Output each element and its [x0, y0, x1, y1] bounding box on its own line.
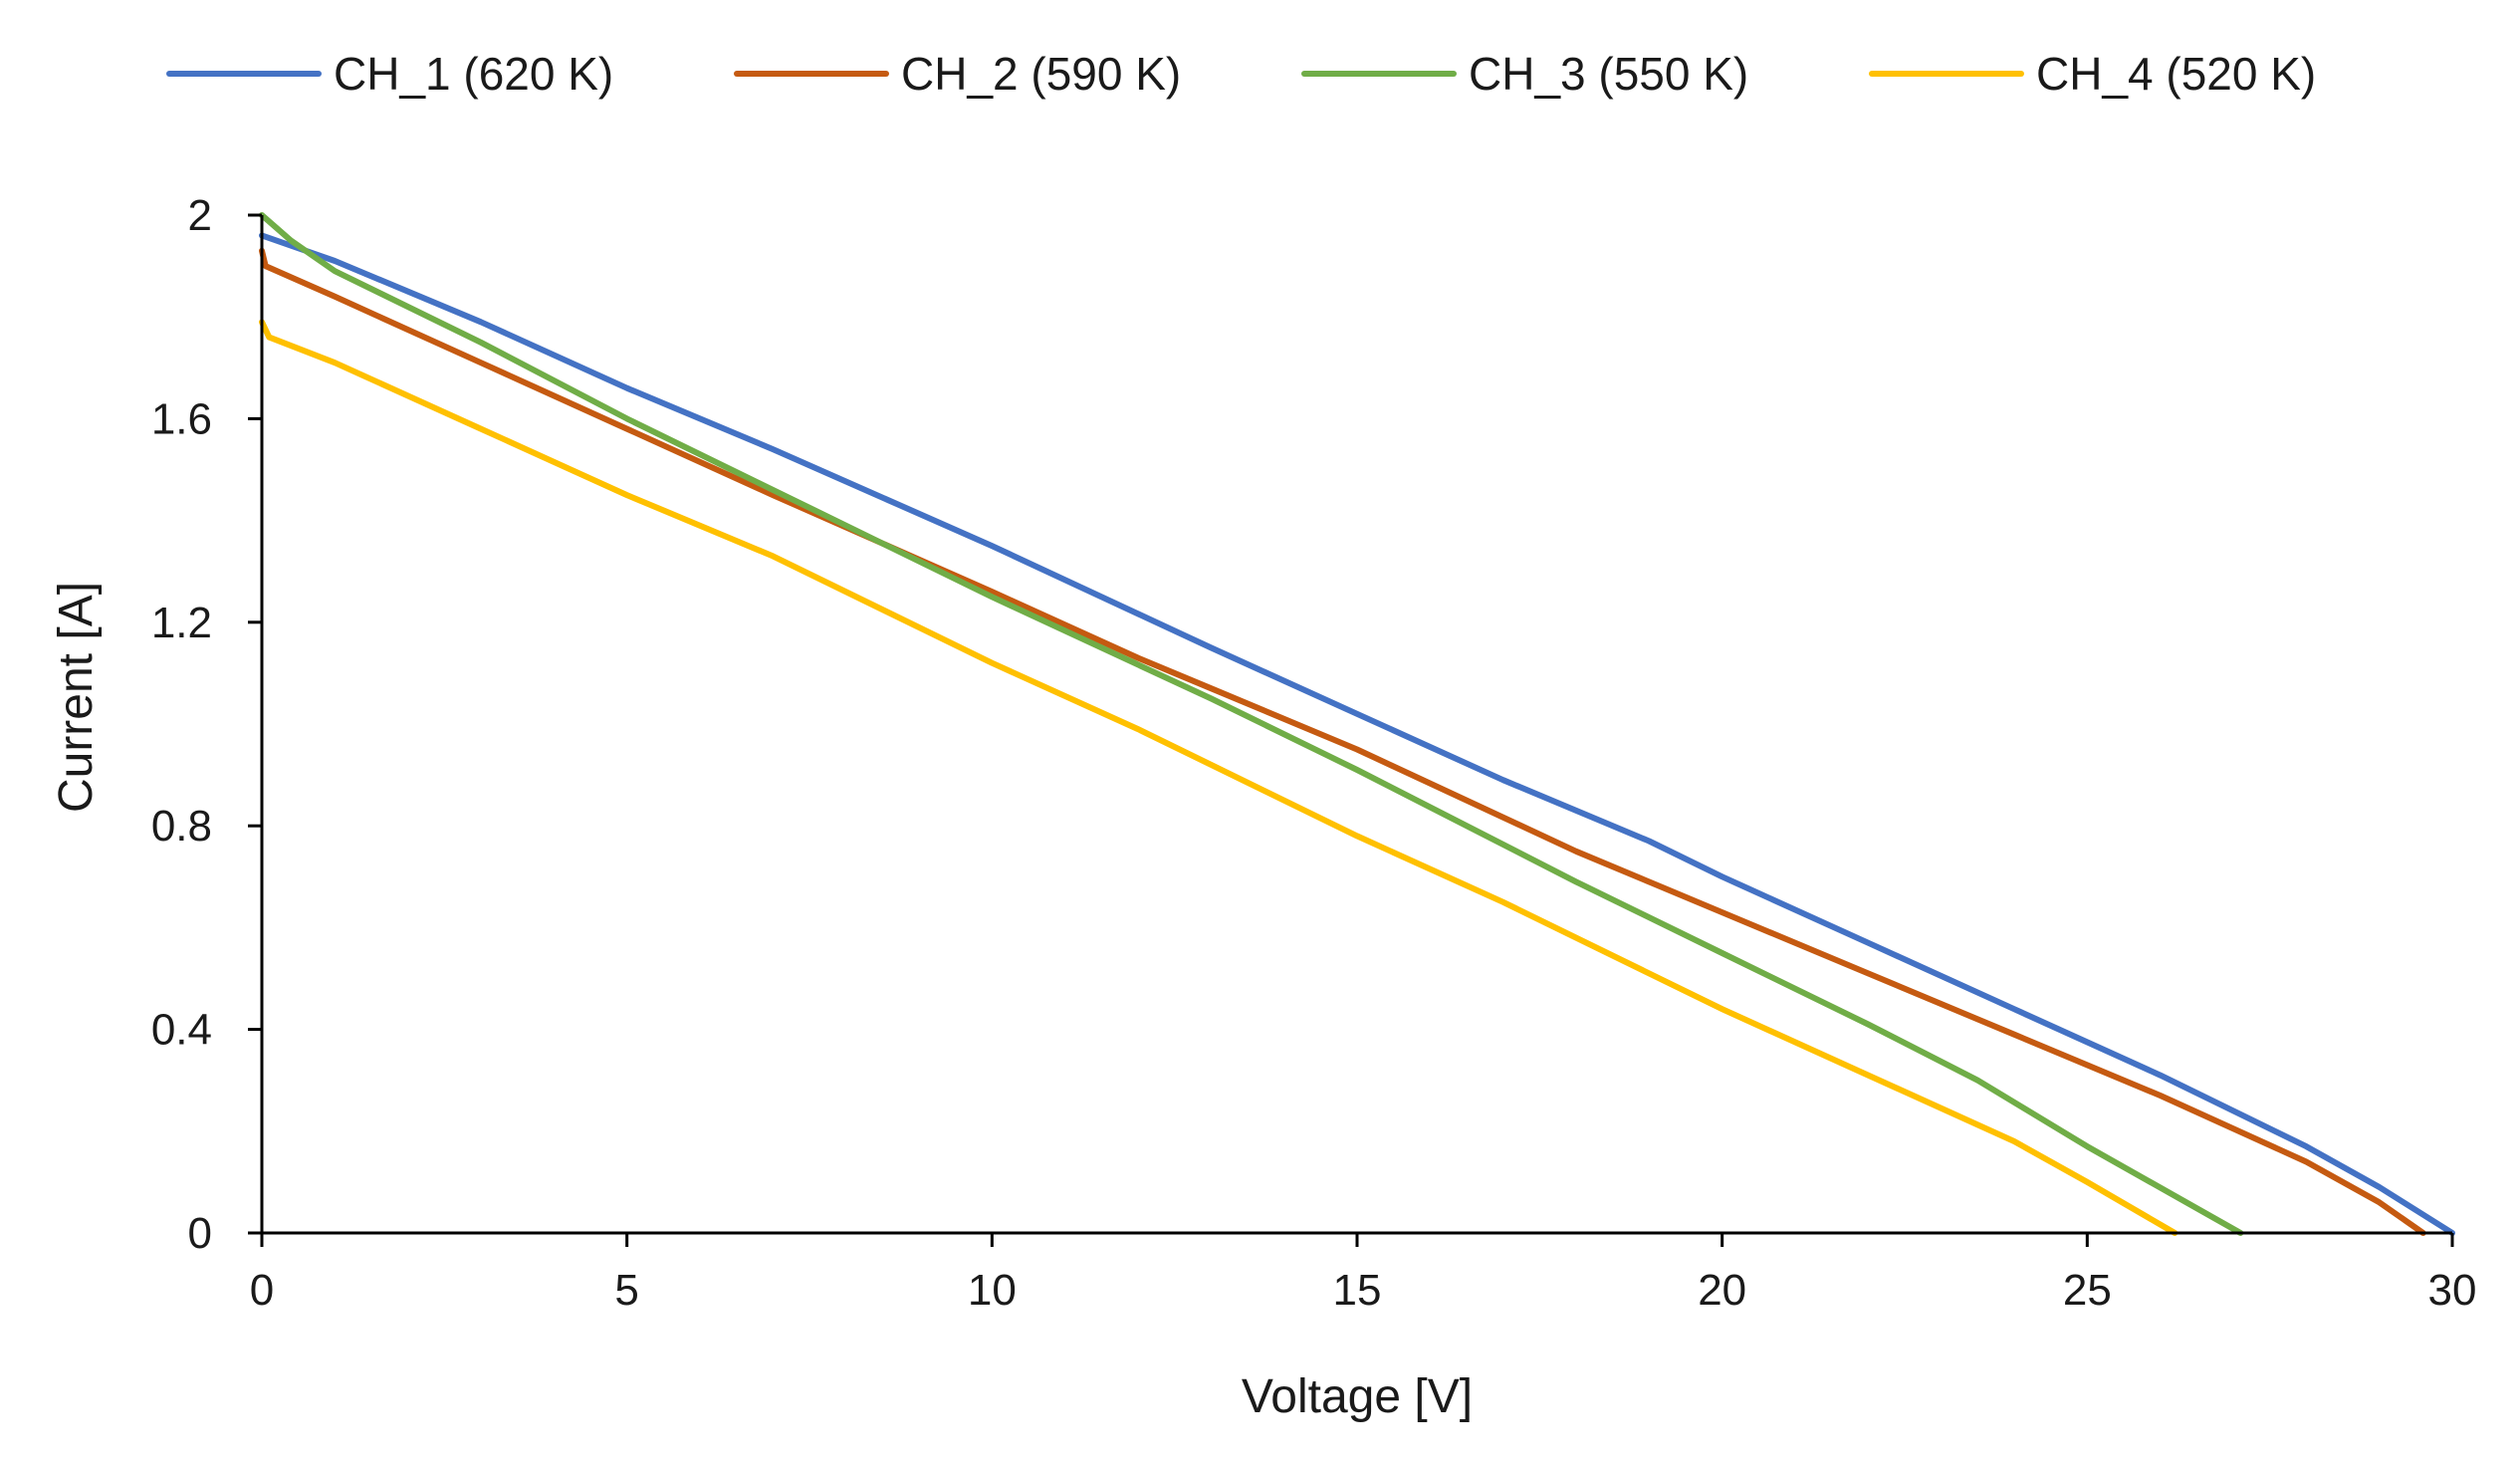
x-tick-label: 5 [614, 1266, 638, 1315]
x-tick-label: 10 [968, 1266, 1017, 1315]
legend-label-1: CH_1 (620 K) [334, 48, 613, 100]
y-tick-label: 0.8 [151, 802, 212, 851]
y-tick-label: 0.4 [151, 1006, 212, 1055]
y-tick-label: 2 [188, 191, 212, 240]
x-tick-label: 30 [2428, 1266, 2477, 1315]
y-tick-label: 1.6 [151, 394, 212, 443]
legend: CH_1 (620 K) CH_2 (590 K) CH_3 (550 K) CH_4… [166, 48, 2316, 100]
legend-label-4: CH_4 (520 K) [2036, 48, 2316, 100]
axes: 0 5 10 15 20 25 30 0 0.4 0.8 1.2 1.6 2 [151, 191, 2477, 1315]
x-tick-label: 20 [1698, 1266, 1746, 1315]
x-tick-label: 25 [2063, 1266, 2112, 1315]
y-tick-label: 0 [188, 1209, 212, 1258]
series-line-4 [259, 319, 2178, 1236]
x-tick-label: 0 [250, 1266, 274, 1315]
legend-label-3: CH_3 (550 K) [1469, 48, 1748, 100]
series-line-3 [259, 212, 2244, 1236]
y-tick-label: 1.2 [151, 599, 212, 647]
series-lines [259, 212, 2455, 1236]
legend-label-2: CH_2 (590 K) [901, 48, 1181, 100]
y-axis-title: Current [A] [50, 582, 103, 813]
series-line-2 [259, 247, 2426, 1236]
x-axis-title: Voltage [V] [1242, 1370, 1473, 1423]
x-tick-label: 15 [1333, 1266, 1382, 1315]
series-line-1 [259, 232, 2455, 1236]
